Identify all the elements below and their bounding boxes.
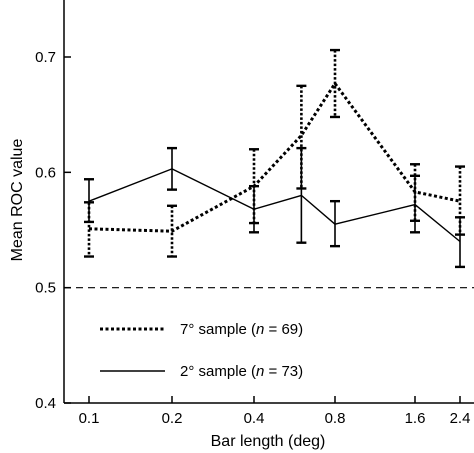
series-layer (84, 48, 465, 269)
legend-label: 7° sample (n = 69) (180, 321, 303, 338)
series-dotted (84, 48, 465, 258)
x-tick-label: 0.1 (79, 410, 100, 427)
series-solid (84, 146, 465, 269)
x-tick-label: 2.4 (450, 410, 471, 427)
x-tick-label: 0.4 (244, 410, 265, 427)
x-tick-label: 0.8 (325, 410, 346, 427)
series-line (88, 82, 461, 233)
legend-label: 2° sample (n = 73) (180, 363, 303, 380)
y-axis-label: Mean ROC value (9, 139, 26, 262)
ticks-layer: 0.4 0.5 0.6 0.7 0.1 0.2 0.4 0.8 1.6 2.4 (35, 49, 470, 427)
y-tick-label: 0.6 (35, 164, 56, 181)
legend: 7° sample (n = 69) 2° sample (n = 73) (100, 321, 303, 380)
y-tick-label: 0.7 (35, 49, 56, 66)
y-tick-label: 0.5 (35, 280, 56, 297)
y-tick-label: 0.4 (35, 395, 56, 412)
x-axis-label: Bar length (deg) (211, 433, 326, 450)
x-tick-label: 1.6 (405, 410, 426, 427)
axes-layer (63, 0, 474, 404)
x-tick-label: 0.2 (162, 410, 183, 427)
